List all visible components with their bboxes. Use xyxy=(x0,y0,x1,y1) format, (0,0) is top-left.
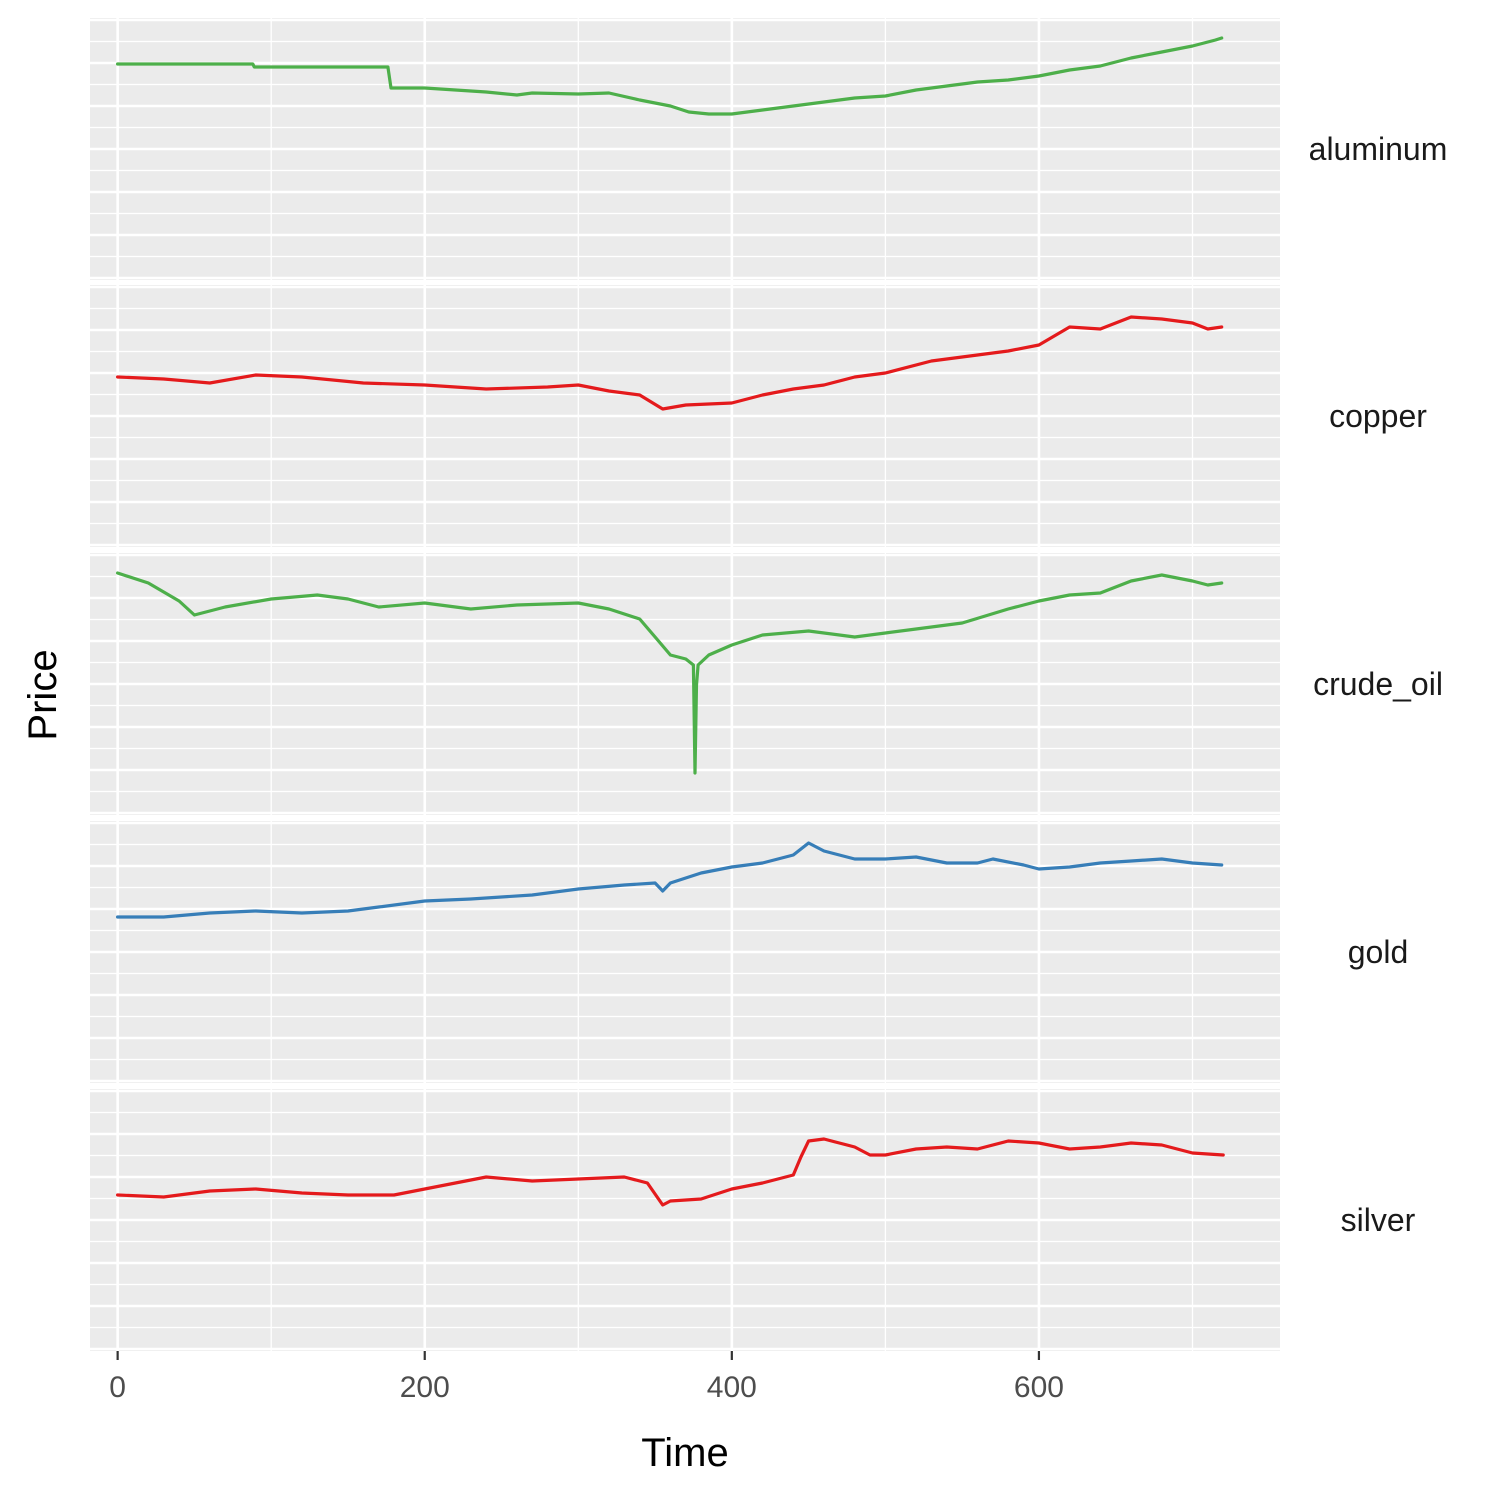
panel-copper: copper xyxy=(90,285,1427,547)
strip-label-gold: gold xyxy=(1348,934,1409,970)
series-line-gold xyxy=(116,841,1224,919)
y-axis-title: Price xyxy=(21,649,65,740)
strip-label-copper: copper xyxy=(1329,398,1427,434)
strip-label-aluminum: aluminum xyxy=(1309,131,1448,167)
strip-label-silver: silver xyxy=(1341,1202,1416,1238)
series-line-copper xyxy=(116,315,1224,411)
panel-aluminum: aluminum xyxy=(90,18,1447,280)
series-line-crude_oil xyxy=(116,571,1224,775)
panel-gold: gold xyxy=(90,821,1408,1083)
x-tick-label: 400 xyxy=(707,1371,757,1404)
panel-silver: silver xyxy=(90,1089,1416,1351)
series-line-aluminum xyxy=(116,36,1224,116)
x-axis: 0 200 400 600 xyxy=(109,1351,1064,1404)
x-tick-label: 0 xyxy=(109,1371,126,1404)
series-line-silver xyxy=(116,1137,1225,1207)
x-axis-title: Time xyxy=(641,1431,728,1475)
strip-label-crude_oil: crude_oil xyxy=(1313,666,1443,702)
x-tick-label: 600 xyxy=(1014,1371,1064,1404)
panel-crude_oil: crude_oil xyxy=(90,553,1443,815)
x-tick-label: 200 xyxy=(400,1371,450,1404)
